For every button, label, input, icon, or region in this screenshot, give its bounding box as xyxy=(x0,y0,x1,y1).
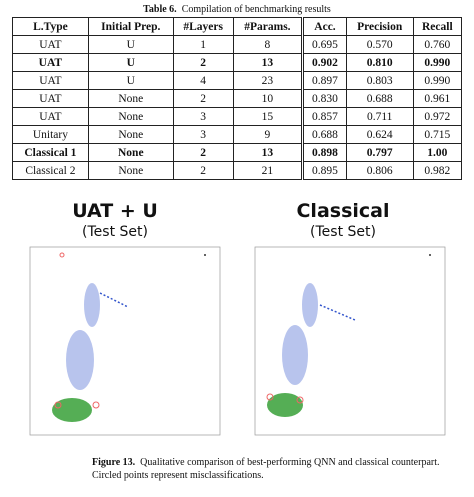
header-cell: L.Type xyxy=(12,17,89,36)
table-cell: 2 xyxy=(172,53,234,72)
table-cell: 0.760 xyxy=(412,35,463,54)
header-cell: Recall xyxy=(412,17,463,36)
header-cell: Precision xyxy=(345,17,414,36)
table-cell: 3 xyxy=(172,107,234,126)
table-cell: UAT xyxy=(12,71,89,90)
caption-label: Figure 13. xyxy=(92,457,136,468)
panel-subtitle: (Test Set) xyxy=(82,224,148,240)
table-cell: None xyxy=(87,89,174,108)
table-cell: 1 xyxy=(172,35,234,54)
table-cell: 3 xyxy=(172,125,234,144)
table-cell: None xyxy=(87,125,174,144)
table-cell: 1.00 xyxy=(412,143,463,162)
table-cell: 0.895 xyxy=(302,161,347,180)
table-cell: 8 xyxy=(232,35,305,54)
table-row: UAT U 2 13 0.902 0.810 0.990 xyxy=(12,53,463,72)
table-cell: 0.688 xyxy=(345,89,414,108)
table-cell: 0.810 xyxy=(345,53,414,72)
scatter-image xyxy=(254,246,446,436)
table-cell: 21 xyxy=(232,161,305,180)
table-cell: 2 xyxy=(172,89,234,108)
table-cell: 0.715 xyxy=(412,125,463,144)
panel-title: Classical xyxy=(296,200,390,222)
table-cell: 0.972 xyxy=(412,107,463,126)
table-cell: 2 xyxy=(172,161,234,180)
header-cell: #Layers xyxy=(172,17,234,36)
table-row: UAT None 3 15 0.857 0.711 0.972 xyxy=(12,107,463,126)
table-cell: None xyxy=(87,107,174,126)
table-cell: 0.857 xyxy=(302,107,347,126)
table-cell: 0.688 xyxy=(302,125,347,144)
scatter-images xyxy=(29,246,446,436)
table-cell: UAT xyxy=(12,89,89,108)
table-cell: 4 xyxy=(172,71,234,90)
table-cell: Classical 1 xyxy=(12,143,89,162)
table-cell: 0.902 xyxy=(302,53,347,72)
caption-label: Table 6. xyxy=(143,4,177,15)
table-cell: 0.897 xyxy=(302,71,347,90)
panel-subtitle: (Test Set) xyxy=(310,224,376,240)
table-cell: 0.830 xyxy=(302,89,347,108)
table-cell: 0.982 xyxy=(412,161,463,180)
table-cell: 0.797 xyxy=(345,143,414,162)
header-cell: Initial Prep. xyxy=(87,17,174,36)
table-cell: 15 xyxy=(232,107,305,126)
table-row: UAT U 1 8 0.695 0.570 0.760 xyxy=(12,35,463,54)
table-cell: UAT xyxy=(12,35,89,54)
header-cell: Acc. xyxy=(302,17,347,36)
table-cell: 0.990 xyxy=(412,53,463,72)
table-cell: 2 xyxy=(172,143,234,162)
table-cell: U xyxy=(87,71,174,90)
table-row: UAT U 4 23 0.897 0.803 0.990 xyxy=(12,71,463,90)
table-cell: 0.570 xyxy=(345,35,414,54)
table-cell: 0.990 xyxy=(412,71,463,90)
panel-title: UAT + U xyxy=(72,200,158,222)
table-cell: U xyxy=(87,53,174,72)
header-cell: #Params. xyxy=(232,17,305,36)
table-cell: 0.961 xyxy=(412,89,463,108)
table-cell: 13 xyxy=(232,53,305,72)
table-cell: 23 xyxy=(232,71,305,90)
table-cell: 0.803 xyxy=(345,71,414,90)
caption-text: Qualitative comparison of best-performin… xyxy=(92,457,440,481)
scatter-image xyxy=(29,246,221,436)
table-caption: Table 6. Compilation of benchmarking res… xyxy=(0,4,474,15)
table-cell: UAT xyxy=(12,53,89,72)
table-cell: 9 xyxy=(232,125,305,144)
table-row: Classical 1 None 2 13 0.898 0.797 1.00 xyxy=(12,143,463,162)
table-cell: 0.711 xyxy=(345,107,414,126)
table-cell: None xyxy=(87,143,174,162)
table-cell: 0.898 xyxy=(302,143,347,162)
results-table: L.Type Initial Prep. #Layers #Params. Acc. Pr… xyxy=(12,17,463,180)
table-cell: 0.806 xyxy=(345,161,414,180)
table-cell: 13 xyxy=(232,143,305,162)
caption-text: Compilation of benchmarking results xyxy=(181,4,331,15)
table-row: Unitary None 3 9 0.688 0.624 0.715 xyxy=(12,125,463,144)
table-cell: 0.624 xyxy=(345,125,414,144)
table-row: Classical 2 None 2 21 0.895 0.806 0.982 xyxy=(12,161,463,180)
table-cell: 10 xyxy=(232,89,305,108)
table-cell: 0.695 xyxy=(302,35,347,54)
table-cell: U xyxy=(87,35,174,54)
header-row: L.Type Initial Prep. #Layers #Params. Acc. Pr… xyxy=(12,17,463,36)
table-cell: Unitary xyxy=(12,125,89,144)
figure-caption: Figure 13. Qualitative comparison of bes… xyxy=(92,456,462,482)
table-row: UAT None 2 10 0.830 0.688 0.961 xyxy=(12,89,463,108)
table-cell: UAT xyxy=(12,107,89,126)
table-cell: None xyxy=(87,161,174,180)
table-cell: Classical 2 xyxy=(12,161,89,180)
